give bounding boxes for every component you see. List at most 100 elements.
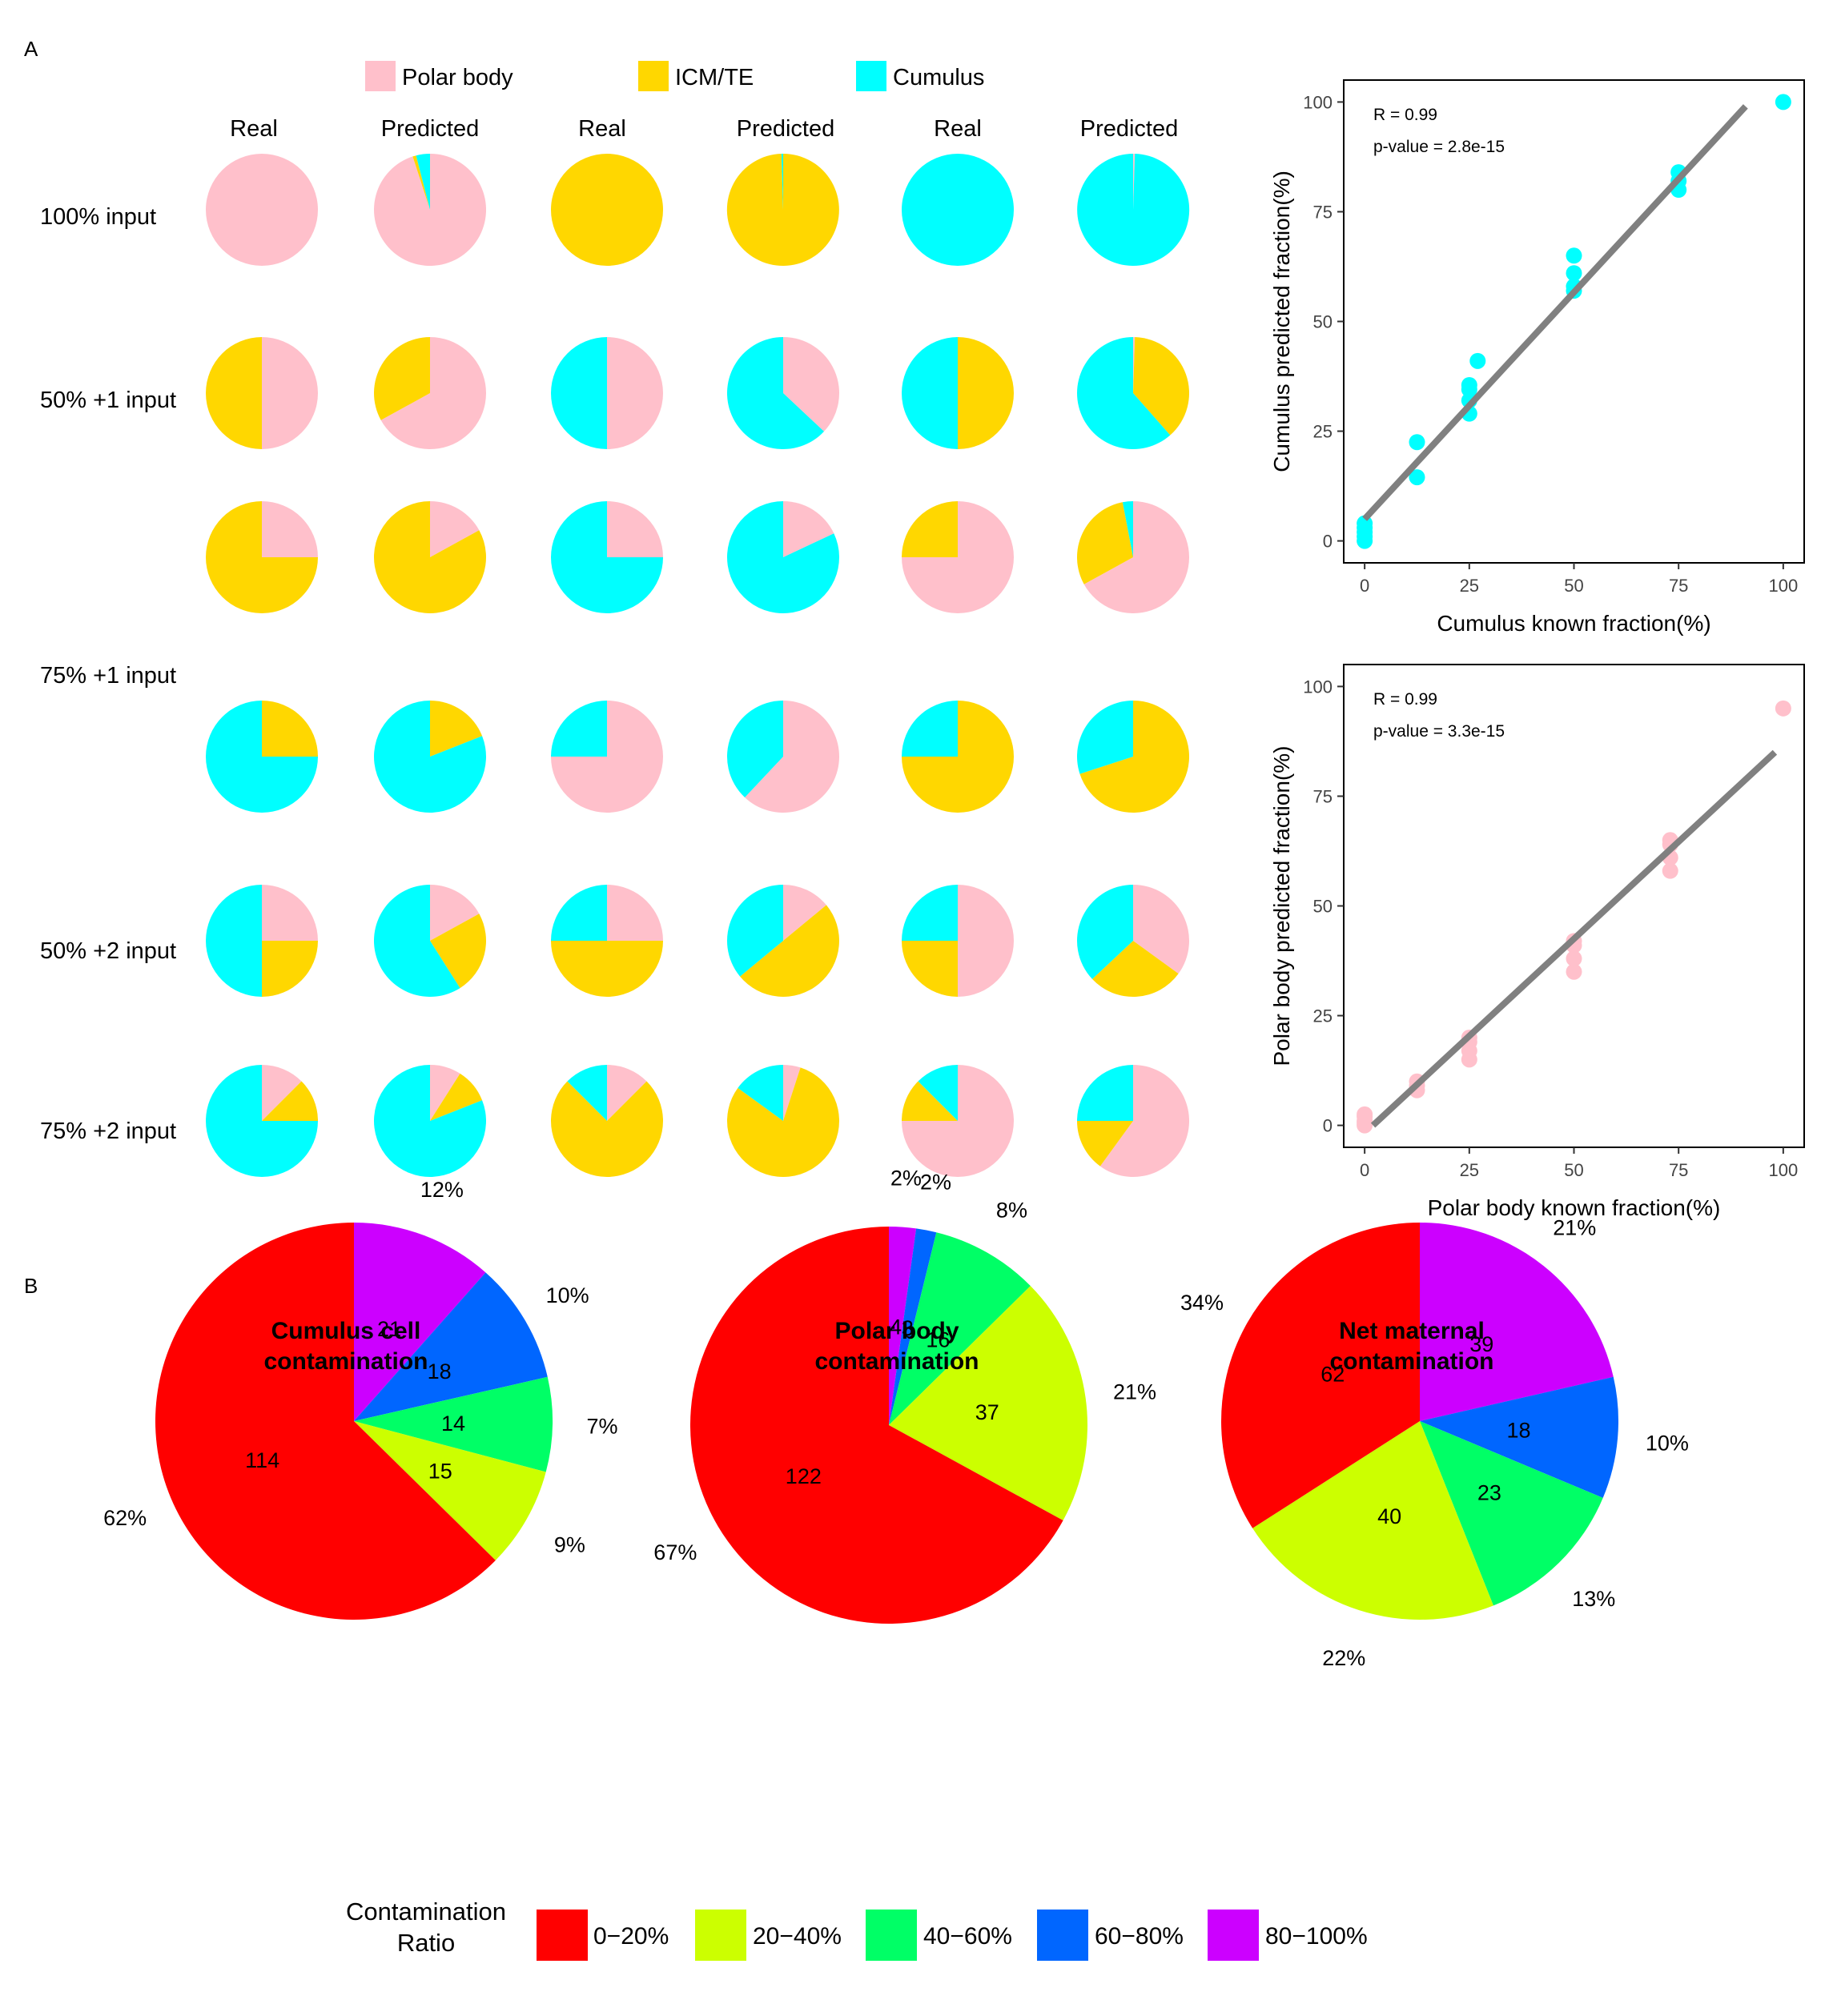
slice-count-label: 14 (441, 1412, 465, 1436)
correlation-stat: R = 0.99 (1373, 690, 1437, 709)
x-tick-label: 75 (1669, 1160, 1688, 1180)
composition-pie-slice (1077, 701, 1133, 774)
data-point (1566, 950, 1582, 967)
slice-percent-label: 8% (996, 1199, 1027, 1223)
row-label: 75% +1 input (40, 663, 176, 689)
p-value-stat: p-value = 3.3e-15 (1373, 722, 1505, 741)
column-header: Real (578, 116, 626, 142)
composition-pie-slice (1122, 501, 1133, 557)
composition-pie-slice (958, 337, 1014, 449)
pie-title: contamination (814, 1348, 979, 1375)
y-tick-label: 50 (1313, 312, 1333, 332)
composition-pie-slice (902, 1081, 958, 1121)
composition-pie-slice (262, 885, 318, 941)
correlation-stat: R = 0.99 (1373, 106, 1437, 124)
composition-pie-slice (727, 1067, 840, 1178)
slice-percent-label: 21% (1553, 1216, 1596, 1240)
row-label: 50% +2 input (40, 938, 176, 964)
composition-pie-slice (374, 337, 430, 420)
data-point (1357, 515, 1373, 532)
composition-pie-slice (1079, 701, 1190, 813)
composition-pie-slice (206, 154, 318, 266)
legend-swatch-20-40 (695, 1910, 746, 1961)
composition-pie-slice (1077, 502, 1133, 584)
composition-pie-slice (783, 501, 834, 557)
composition-pie-slice (783, 1065, 801, 1121)
composition-pie-slice (206, 701, 318, 813)
composition-pie-slice (1077, 154, 1190, 266)
slice-percent-label: 12% (420, 1178, 464, 1202)
legend-label-20-40: 20−40% (753, 1923, 842, 1950)
y-tick-label: 100 (1303, 677, 1333, 697)
contamination-pie-slice (1420, 1223, 1614, 1421)
legend-title-line2: Ratio (397, 1929, 455, 1957)
composition-pie-slice (430, 1073, 483, 1121)
pie-title: contamination (263, 1348, 428, 1375)
slice-percent-label: 13% (1572, 1587, 1615, 1611)
row-label: 100% input (40, 204, 156, 230)
composition-pie-slice (262, 1065, 302, 1121)
slice-percent-label: 34% (1180, 1291, 1224, 1315)
cumulus-contamination-pie: 21 12% 18 10% 14 7% 15 9% 114 62% Cumulus cell cont… (103, 1178, 617, 1620)
composition-pie-slice (726, 154, 839, 266)
composition-pie-slice (1099, 1065, 1190, 1177)
composition-pie-slice (551, 941, 663, 997)
x-tick-label: 75 (1669, 576, 1688, 596)
composition-pie-slice (726, 500, 839, 613)
composition-pie-slice (206, 501, 318, 613)
y-tick-label: 0 (1323, 1116, 1333, 1136)
composition-pie-slice (551, 501, 663, 613)
composition-pie-slice (567, 1065, 607, 1121)
x-axis-title: Cumulus known fraction(%) (1437, 611, 1710, 636)
slice-count-label: 21 (377, 1317, 401, 1341)
x-tick-label: 50 (1564, 1160, 1583, 1180)
composition-pie-slice (1077, 1121, 1133, 1167)
composition-pie-slice (374, 154, 487, 266)
contamination-pie-slice (889, 1227, 917, 1425)
x-axis-title: Polar body known fraction(%) (1428, 1195, 1721, 1220)
composition-pie-slice (550, 1081, 663, 1177)
legend-swatch-60-80 (1037, 1910, 1088, 1961)
legend-label-80-100: 80−100% (1265, 1923, 1368, 1950)
net-maternal-contamination-pie: 39 21% 18 10% 23 13% 40 22% 62 34% Net maternal con… (1180, 1216, 1689, 1671)
composition-pie-grid (206, 153, 1190, 1178)
p-value-stat: p-value = 2.8e-15 (1373, 138, 1505, 156)
panel-b-label: B (24, 1274, 38, 1298)
composition-pie-slice (727, 337, 825, 449)
regression-line (1362, 104, 1748, 521)
column-header: Predicted (381, 116, 480, 142)
slice-percent-label: 2% (890, 1167, 922, 1191)
data-point (1566, 963, 1582, 980)
y-tick-label: 25 (1313, 1006, 1333, 1026)
composition-pie-slice (607, 337, 663, 449)
composition-pie-slice (206, 337, 262, 449)
composition-pie-slice (1133, 336, 1136, 393)
data-point (1409, 469, 1425, 486)
composition-pie-slice (958, 885, 1014, 997)
row-label: 75% +2 input (40, 1118, 176, 1144)
composition-pie-slice (726, 885, 783, 977)
composition-pie-slice (1133, 337, 1190, 436)
y-tick-label: 25 (1313, 422, 1333, 442)
contamination-pie-slice (1252, 1421, 1493, 1620)
slice-count-label: 23 (1477, 1480, 1501, 1504)
composition-pie-slice (607, 885, 663, 941)
data-point (1775, 700, 1791, 717)
y-axis-title: Cumulus predicted fraction(%) (1269, 171, 1294, 472)
panel-a-label: A (24, 37, 38, 61)
composition-pie-slice (551, 337, 607, 449)
legend-label-icm-te: ICM/TE (675, 65, 754, 90)
composition-pie-slice (902, 885, 958, 941)
y-tick-label: 50 (1313, 897, 1333, 917)
pie-title: Cumulus cell (271, 1318, 421, 1344)
slice-percent-label: 9% (554, 1532, 585, 1556)
slice-percent-label: 22% (1322, 1646, 1365, 1670)
data-point (1469, 352, 1486, 369)
x-tick-label: 0 (1360, 576, 1369, 596)
composition-pie-slice (781, 153, 783, 210)
contamination-pie-slice (889, 1232, 1031, 1425)
slice-percent-label: 2% (920, 1171, 951, 1195)
data-point (1566, 265, 1582, 282)
contamination-pie-slice (1420, 1421, 1603, 1606)
contamination-ratio-legend: Contamination Ratio 0−20% 20−40% 40−60% … (346, 1898, 1368, 1961)
